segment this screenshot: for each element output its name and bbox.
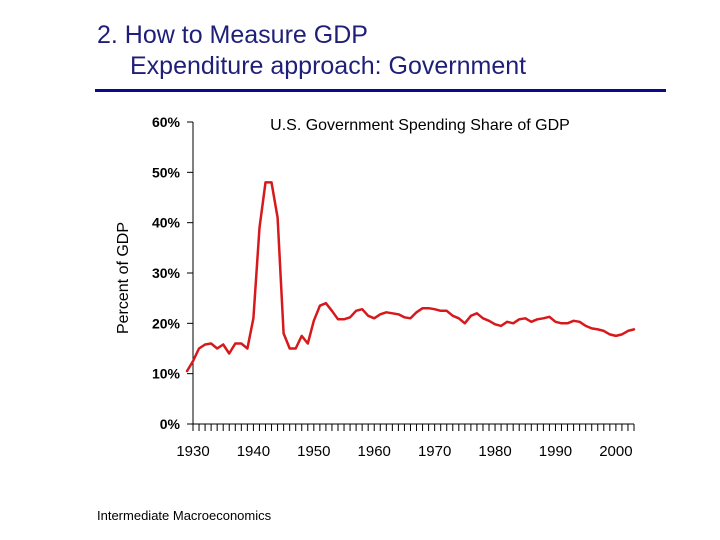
- x-tick-label: 1940: [237, 443, 270, 460]
- series-line: [185, 181, 636, 373]
- y-tick-label: 10%: [152, 366, 181, 382]
- chart-title: U.S. Government Spending Share of GDP: [270, 117, 570, 134]
- y-tick-label: 0%: [160, 416, 181, 432]
- slide-title: 2. How to Measure GDP Expenditure approa…: [97, 20, 526, 82]
- axes: 0% 10% 20% 30% 40% 50% 60% 1930 1940 1950 1960 1970…: [152, 114, 635, 460]
- plot-area: [185, 181, 636, 373]
- x-tick-label: 1980: [478, 443, 511, 460]
- footer-text: Intermediate Macroeconomics: [97, 508, 272, 523]
- title-rule: [95, 89, 666, 92]
- y-tick-label: 30%: [152, 265, 181, 281]
- y-tick-label: 40%: [152, 215, 181, 231]
- x-tick-label: 1960: [358, 443, 391, 460]
- y-axis-label: Percent of GDP: [115, 222, 132, 334]
- slide-title-line2: Expenditure approach: Government: [130, 52, 527, 80]
- x-tick-label: 1990: [539, 443, 572, 460]
- x-tick-label: 2000: [599, 443, 632, 460]
- slide-title-line1: 2. How to Measure GDP: [97, 21, 368, 49]
- y-tick-label: 20%: [152, 315, 181, 331]
- x-tick-label: 1950: [297, 443, 330, 460]
- y-tick-label: 60%: [152, 114, 181, 130]
- x-tick-label: 1970: [418, 443, 451, 460]
- x-tick-label: 1930: [176, 443, 209, 460]
- y-tick-label: 50%: [152, 164, 181, 180]
